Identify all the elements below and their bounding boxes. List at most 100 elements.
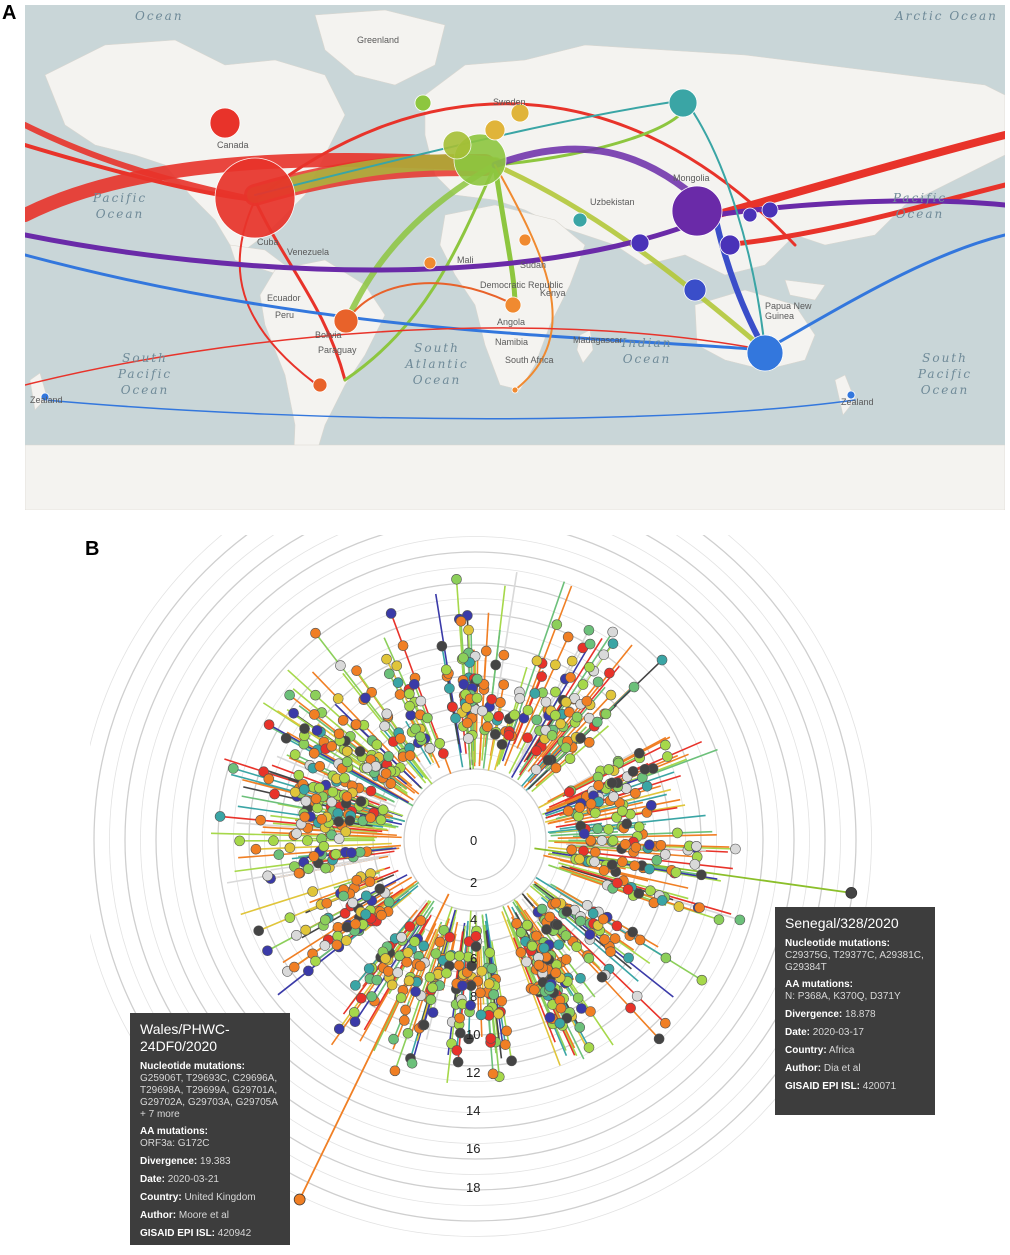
tree-tip bbox=[416, 696, 426, 706]
tree-tip bbox=[482, 722, 492, 732]
tree-tip bbox=[332, 940, 342, 950]
label-greenland: Greenland bbox=[357, 35, 399, 45]
tree-tip bbox=[561, 931, 571, 941]
tree-tip bbox=[290, 750, 300, 760]
tree-tip bbox=[644, 864, 654, 874]
tree-tip bbox=[444, 683, 454, 693]
tree-tip bbox=[438, 749, 448, 759]
tree-tip bbox=[606, 947, 616, 957]
tree-tip bbox=[428, 1008, 438, 1018]
tree-tip bbox=[584, 1043, 594, 1053]
tree-tip bbox=[285, 843, 295, 853]
tree-tip bbox=[335, 661, 345, 671]
tree-tip bbox=[612, 921, 622, 931]
tree-tip bbox=[576, 973, 586, 983]
tree-tip bbox=[604, 764, 614, 774]
tree-tip bbox=[612, 878, 622, 888]
tree-tip bbox=[291, 930, 301, 940]
node-sea-2 bbox=[684, 279, 706, 301]
tree-tip bbox=[532, 715, 542, 725]
tree-tip bbox=[502, 1026, 512, 1036]
node-mali bbox=[424, 257, 436, 269]
label-south-atlantic: South Atlantic Ocean bbox=[397, 340, 477, 388]
tree-tip bbox=[660, 1018, 670, 1028]
tree-tip bbox=[441, 665, 451, 675]
tree-tip bbox=[634, 822, 644, 832]
label-drc: Democratic Republic bbox=[480, 280, 563, 290]
landmass-png bbox=[785, 280, 825, 300]
tree-tip bbox=[367, 992, 377, 1002]
tree-tip bbox=[490, 729, 500, 739]
tree-tip bbox=[380, 721, 390, 731]
node-usa bbox=[215, 158, 295, 238]
tree-tip bbox=[464, 625, 474, 635]
tree-tip bbox=[456, 616, 466, 626]
label-pacific-left: Pacific Ocean bbox=[85, 190, 155, 222]
node-sweden bbox=[485, 120, 505, 140]
tree-tip bbox=[672, 828, 682, 838]
tree-tip bbox=[341, 936, 351, 946]
tree-tip bbox=[494, 1009, 504, 1019]
tree-tip bbox=[471, 931, 481, 941]
tree-tip bbox=[360, 693, 370, 703]
tree-tip bbox=[342, 757, 352, 767]
tree-tip bbox=[303, 966, 313, 976]
label-ecuador: Ecuador bbox=[267, 293, 301, 303]
tree-tip bbox=[215, 811, 225, 821]
map-canvas bbox=[25, 5, 1005, 510]
label-arctic-ocean: Arctic Ocean bbox=[895, 8, 998, 24]
tree-tip bbox=[531, 931, 541, 941]
tree-tip bbox=[497, 739, 507, 749]
tree-tip bbox=[339, 773, 349, 783]
tree-tip bbox=[431, 949, 441, 959]
tree-tip bbox=[674, 902, 684, 912]
tree-tip bbox=[281, 733, 291, 743]
tooltip-wales-divergence-key: Divergence: bbox=[140, 1156, 197, 1167]
tree-tip bbox=[350, 1017, 360, 1027]
tree-tip bbox=[339, 891, 349, 901]
tree-tip bbox=[366, 813, 376, 823]
tree-tip bbox=[393, 678, 403, 688]
tree-tip bbox=[427, 983, 437, 993]
tree-tip bbox=[551, 763, 561, 773]
tree-tip bbox=[345, 816, 355, 826]
tree-tip bbox=[320, 915, 330, 925]
tooltip-senegal-author-value: Dia et al bbox=[824, 1063, 861, 1074]
tree-tip bbox=[289, 708, 299, 718]
tree-tip bbox=[656, 840, 666, 850]
tree-tip bbox=[586, 799, 596, 809]
tree-tip bbox=[371, 761, 381, 771]
label-canada: Canada bbox=[217, 140, 249, 150]
label-zealand-right: Zealand bbox=[841, 397, 874, 407]
tooltip-senegal-aa-head: AA mutations: bbox=[785, 979, 925, 991]
tree-tip bbox=[361, 891, 371, 901]
tree-tip bbox=[389, 1034, 399, 1044]
tree-tip bbox=[499, 680, 509, 690]
label-angola: Angola bbox=[497, 317, 525, 327]
tree-tip bbox=[477, 706, 487, 716]
tree-tip bbox=[545, 982, 555, 992]
tick-label-4: 4 bbox=[470, 912, 477, 927]
transmission-map[interactable]: Greenland Canada Sweden Mongolia Uzbekis… bbox=[25, 5, 1005, 510]
label-pacific-right: Pacific Ocean bbox=[885, 190, 955, 222]
tree-tip bbox=[543, 755, 553, 765]
tree-tip bbox=[556, 1003, 566, 1013]
tree-tip bbox=[338, 715, 348, 725]
tree-tip bbox=[588, 908, 598, 918]
tree-tip bbox=[541, 697, 551, 707]
tree-tip bbox=[576, 1003, 586, 1013]
tree-tip bbox=[510, 710, 520, 720]
tree-tip bbox=[534, 960, 544, 970]
tree-tip bbox=[351, 719, 361, 729]
phylogenetic-tree[interactable]: 0 2 4 6 8 10 12 14 16 18 Senegal/328/202… bbox=[90, 535, 1000, 1250]
tree-tip bbox=[585, 1006, 595, 1016]
tree-tip bbox=[333, 694, 343, 704]
tree-tip bbox=[331, 849, 341, 859]
tree-tip bbox=[382, 654, 392, 664]
tree-tip bbox=[617, 857, 627, 867]
tree-tip bbox=[507, 1056, 517, 1066]
tooltip-senegal-author-key: Author: bbox=[785, 1063, 821, 1074]
tooltip-senegal-nuc-value: C29375G, T29377C, A29381C, G29384T bbox=[785, 950, 925, 974]
tree-tip bbox=[630, 788, 640, 798]
landmass-antarctica bbox=[25, 445, 1005, 510]
